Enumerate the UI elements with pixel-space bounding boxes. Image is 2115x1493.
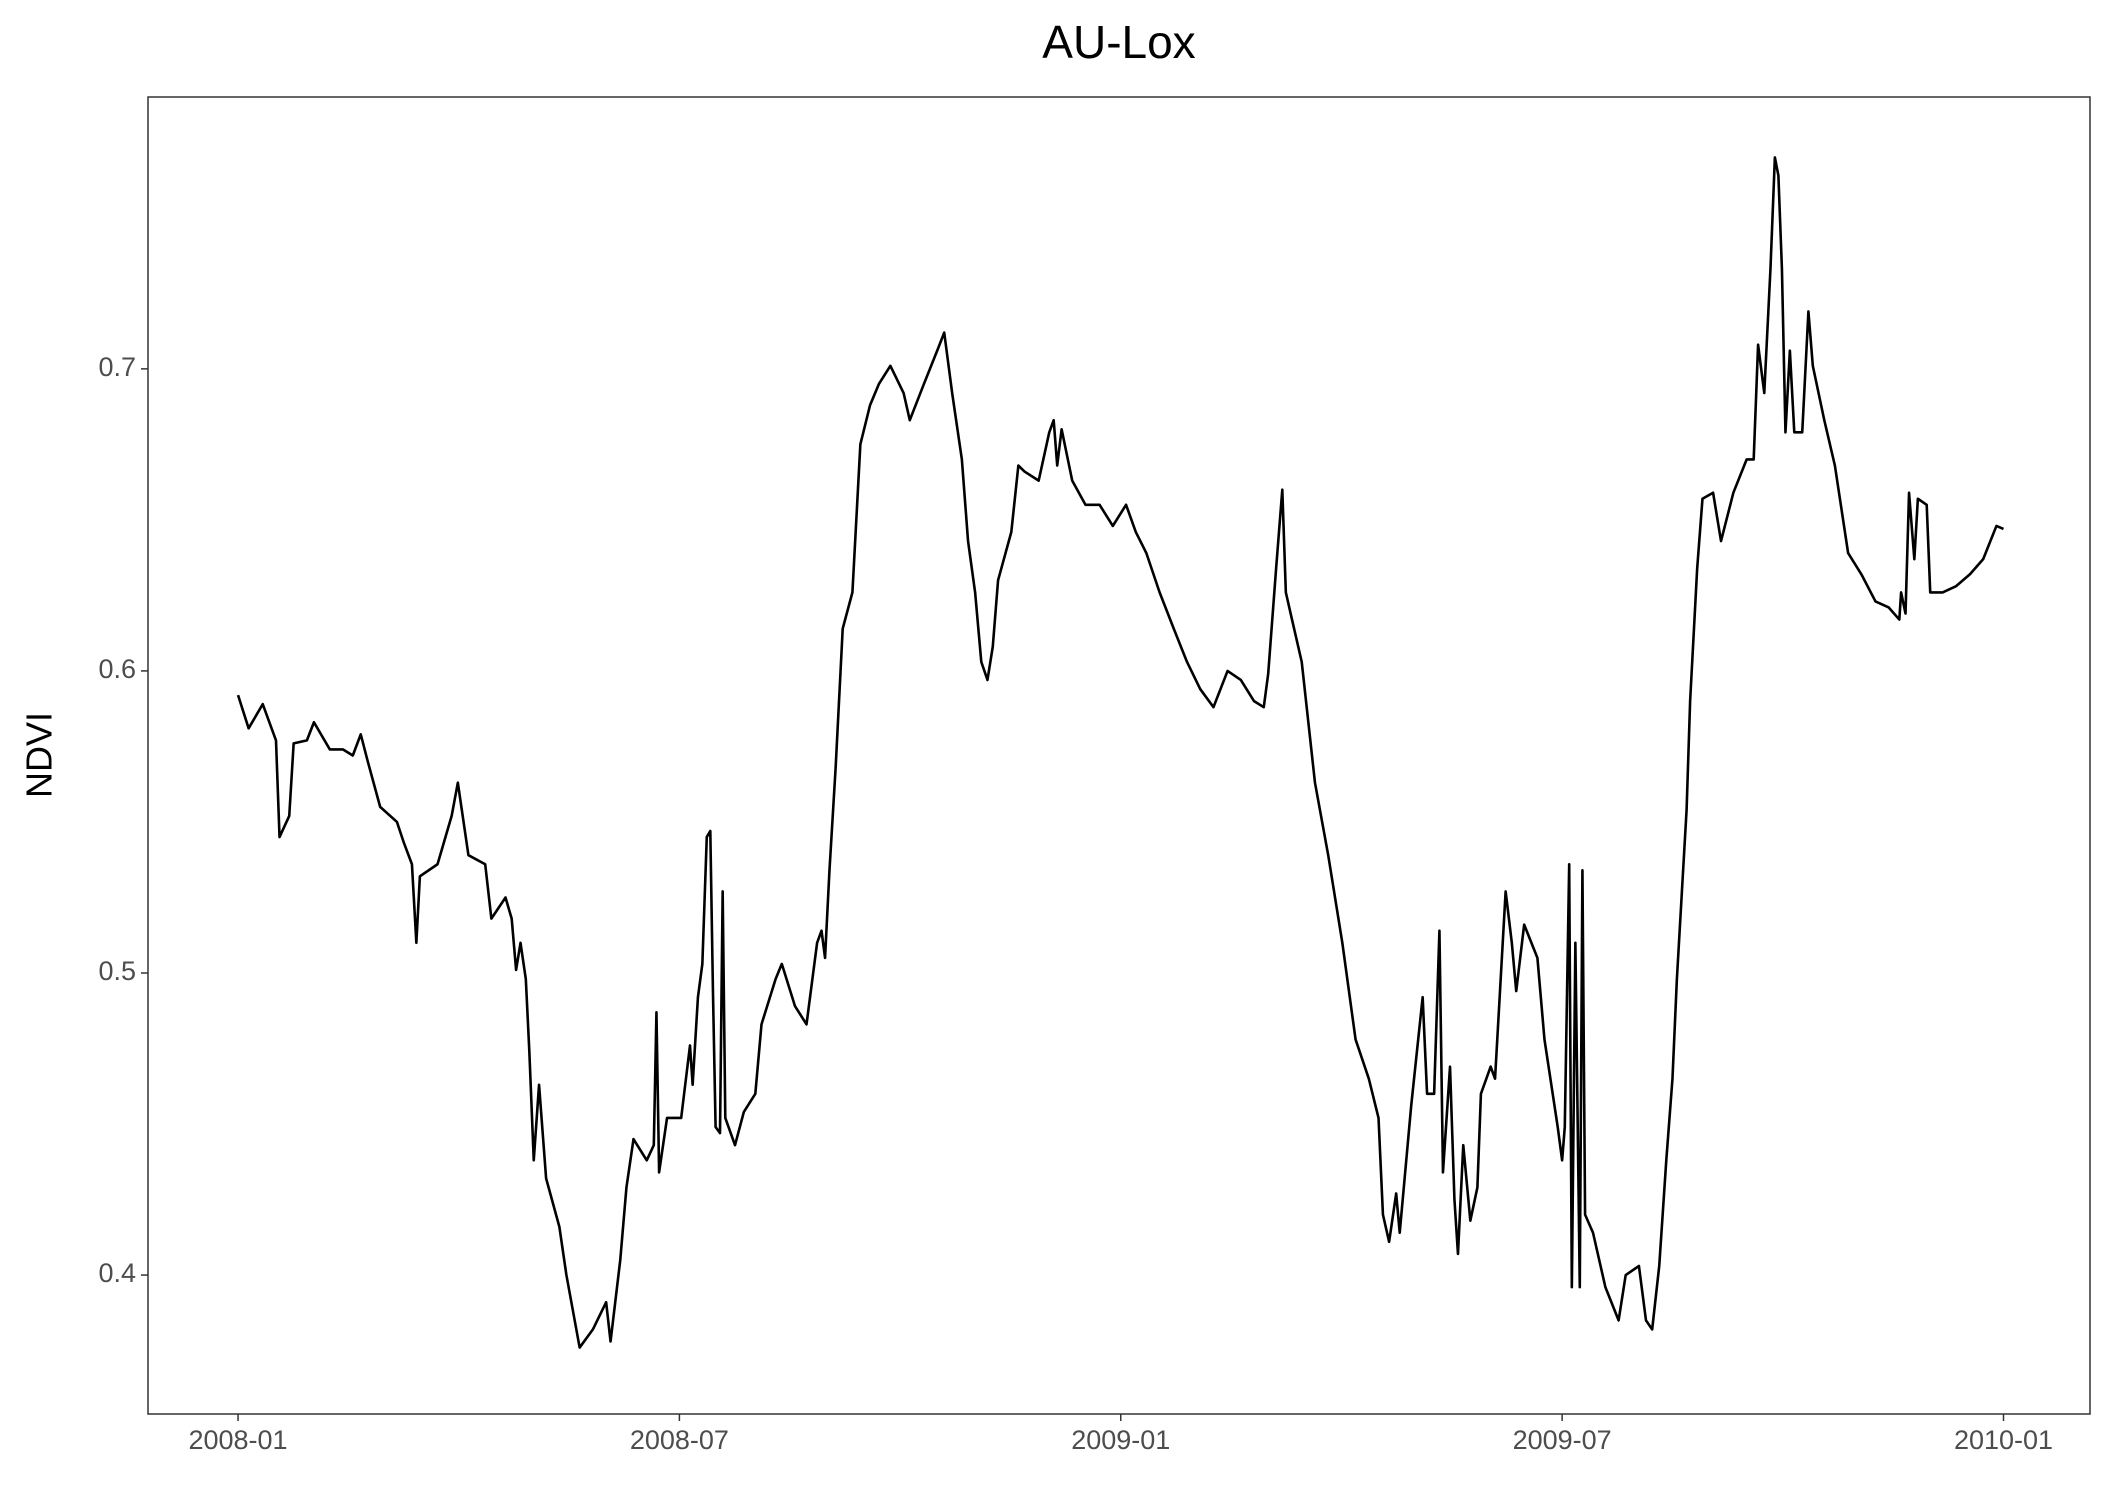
y-tick-label: 0.7	[98, 352, 136, 382]
x-tick-label: 2008-01	[188, 1425, 287, 1455]
y-tick-label: 0.4	[98, 1258, 136, 1288]
x-tick-label: 2008-07	[630, 1425, 729, 1455]
chart-title: AU-Lox	[1042, 16, 1195, 68]
y-tick-label: 0.6	[98, 654, 136, 684]
y-axis-label: NDVI	[19, 712, 60, 798]
y-tick-label: 0.5	[98, 956, 136, 986]
data-line	[236, 156, 2005, 1349]
x-tick-label: 2009-07	[1513, 1425, 1612, 1455]
x-tick-label: 2010-01	[1954, 1425, 2053, 1455]
panel-border	[147, 96, 2091, 1415]
x-tick-label: 2009-01	[1071, 1425, 1170, 1455]
